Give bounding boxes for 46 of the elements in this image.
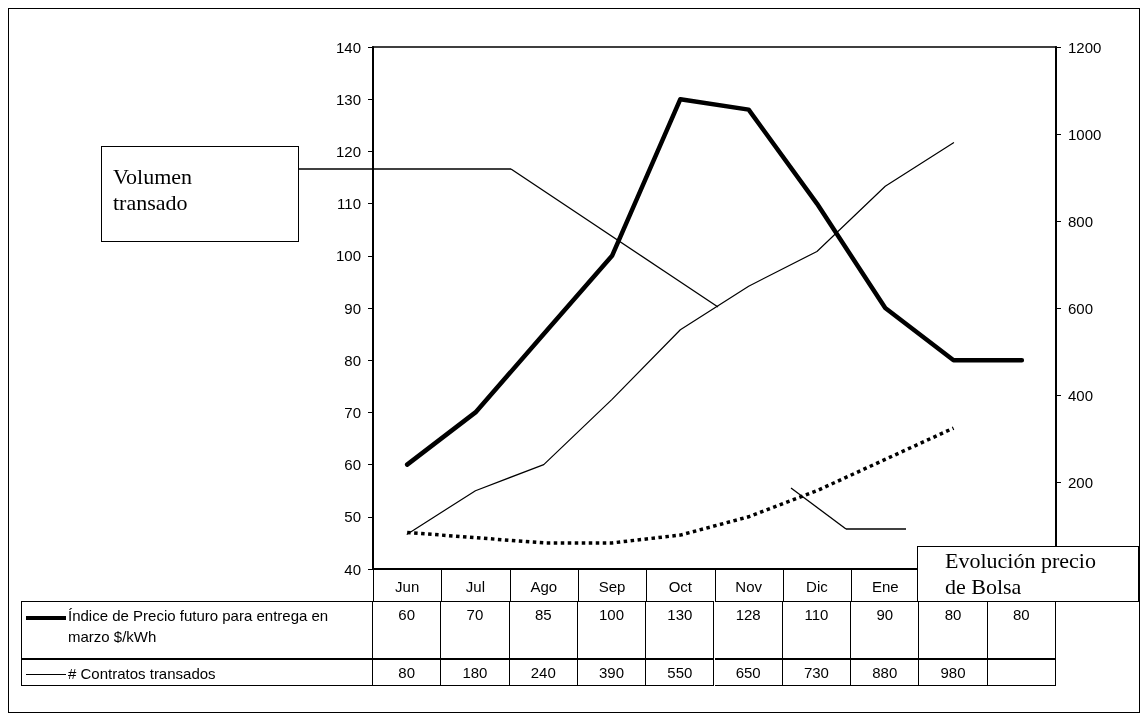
data-label: 80 [373, 659, 442, 686]
data-label: 130 [646, 601, 715, 659]
x-tick-label: Ago [530, 578, 558, 595]
x-tick-label: Jun [395, 578, 420, 595]
legend-label: # Contratos transados [68, 664, 216, 684]
data-label: 110 [782, 601, 852, 659]
y-tick-label: 90 [344, 299, 361, 317]
data-label: 100 [577, 601, 647, 659]
y-tick-label: 40 [344, 560, 361, 578]
text: Volumen transado [112, 163, 194, 217]
y-tick-label: 140 [335, 38, 361, 56]
data-label: 550 [646, 659, 715, 686]
x-tick-label: Dic [806, 578, 829, 595]
data-label: 650 [714, 659, 783, 686]
data-label: 880 [851, 659, 920, 686]
y-tick-label: 70 [344, 403, 361, 421]
y-tick-label: 60 [344, 456, 361, 474]
y2-tick-label: 1200 [1068, 38, 1102, 56]
data-label: 70 [441, 601, 510, 659]
data-label: 980 [919, 659, 988, 686]
y-tick-label: 110 [337, 195, 361, 213]
x-tick-label: Nov [735, 578, 763, 595]
y-tick-label: 120 [335, 142, 361, 160]
x-tick-label: Ene [871, 578, 899, 595]
y-tick-label: 130 [335, 90, 361, 108]
data-label: 240 [509, 659, 578, 686]
data-label: 80 [987, 601, 1056, 659]
data-label: 390 [577, 659, 647, 686]
y2-tick-label: 800 [1068, 212, 1094, 230]
y2-tick-label: 1000 [1068, 125, 1102, 143]
y-tick-label: 100 [335, 247, 361, 265]
y2-tick-label: 600 [1068, 299, 1094, 317]
data-label: 80 [919, 601, 988, 659]
data-label: 128 [714, 601, 783, 659]
data-label: 85 [509, 601, 578, 659]
y2-tick-label: 400 [1068, 386, 1094, 404]
data-label: 90 [851, 601, 920, 659]
x-tick-label: Jul [465, 578, 486, 595]
y-tick-label: 80 [344, 351, 361, 369]
data-label: 730 [782, 659, 852, 686]
x-tick-label: Sep [598, 578, 626, 595]
y2-tick-label: 200 [1068, 473, 1094, 491]
data-label: 180 [441, 659, 510, 686]
y-tick-label: 50 [344, 508, 361, 526]
legend-label: Índice de Precio futuro para entrega en marzo $/kWh [68, 606, 330, 647]
x-tick-label: Oct [668, 578, 693, 595]
